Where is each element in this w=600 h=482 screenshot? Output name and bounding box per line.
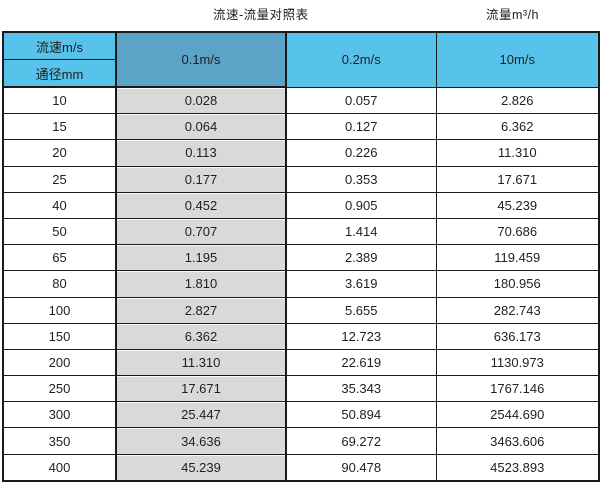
- diameter-cell: 10: [2, 86, 117, 115]
- value-cell: 2.826: [435, 86, 600, 115]
- value-cell: 90.478: [285, 453, 437, 482]
- value-cell: 17.671: [435, 165, 600, 193]
- table-row: 15 0.064 0.127 6.362: [2, 113, 600, 141]
- diameter-cell: 150: [2, 322, 117, 350]
- value-cell: 1130.973: [435, 348, 600, 377]
- table-title: 流速-流量对照表: [213, 8, 309, 22]
- diameter-cell: 40: [2, 191, 117, 219]
- table-body: 10 0.028 0.057 2.826 15 0.064 0.127 6.362 20 0.11…: [2, 86, 600, 482]
- table-row: 40 0.452 0.905 45.239: [2, 191, 600, 219]
- value-cell: 2.389: [285, 244, 437, 272]
- value-cell: 12.723: [285, 322, 437, 350]
- value-cell: 1.195: [115, 244, 287, 272]
- table-row: 200 11.310 22.619 1130.973: [2, 348, 600, 377]
- value-cell: 180.956: [435, 270, 600, 298]
- diameter-cell: 50: [2, 217, 117, 246]
- diameter-cell: 65: [2, 244, 117, 272]
- value-cell: 282.743: [435, 296, 600, 324]
- value-cell: 0.905: [285, 191, 437, 219]
- diameter-cell: 15: [2, 113, 117, 141]
- value-cell: 636.173: [435, 322, 600, 350]
- value-cell: 50.894: [285, 401, 437, 429]
- diameter-cell: 200: [2, 348, 117, 377]
- diameter-cell: 350: [2, 427, 117, 455]
- value-cell: 1767.146: [435, 375, 600, 403]
- value-cell: 0.028: [115, 86, 287, 115]
- value-cell: 119.459: [435, 244, 600, 272]
- value-cell: 17.671: [115, 375, 287, 403]
- value-cell: 45.239: [435, 191, 600, 219]
- diameter-cell: 400: [2, 453, 117, 482]
- flow-table: 流速m/s 0.1m/s 0.2m/s 10m/s 通径mm 10 0.028 0.…: [2, 31, 600, 482]
- value-cell: 4523.893: [435, 453, 600, 482]
- table-row: 350 34.636 69.272 3463.606: [2, 427, 600, 455]
- value-cell: 11.310: [435, 139, 600, 167]
- value-cell: 22.619: [285, 348, 437, 377]
- value-cell: 25.447: [115, 401, 287, 429]
- value-cell: 3.619: [285, 270, 437, 298]
- value-cell: 70.686: [435, 217, 600, 246]
- value-cell: 5.655: [285, 296, 437, 324]
- diameter-cell: 25: [2, 165, 117, 193]
- value-cell: 0.127: [285, 113, 437, 141]
- value-cell: 0.113: [115, 139, 287, 167]
- table-row: 25 0.177 0.353 17.671: [2, 165, 600, 193]
- table-row: 65 1.195 2.389 119.459: [2, 244, 600, 272]
- table-row: 20 0.113 0.226 11.310: [2, 139, 600, 167]
- value-cell: 0.226: [285, 139, 437, 167]
- diameter-cell: 80: [2, 270, 117, 298]
- column-header-0-1ms: 0.1m/s: [115, 31, 287, 88]
- table-row: 80 1.810 3.619 180.956: [2, 270, 600, 298]
- page: { "page": { "title_left": "流速-流量对照表", "t…: [2, 8, 600, 482]
- value-cell: 45.239: [115, 453, 287, 482]
- value-cell: 0.452: [115, 191, 287, 219]
- table-row: 50 0.707 1.414 70.686: [2, 217, 600, 246]
- value-cell: 6.362: [115, 322, 287, 350]
- column-header-0-2ms: 0.2m/s: [285, 31, 437, 88]
- value-cell: 34.636: [115, 427, 287, 455]
- value-cell: 3463.606: [435, 427, 600, 455]
- value-cell: 1.414: [285, 217, 437, 246]
- table-row: 10 0.028 0.057 2.826: [2, 86, 600, 115]
- diameter-cell: 20: [2, 139, 117, 167]
- value-cell: 6.362: [435, 113, 600, 141]
- velocity-corner-header: 流速m/s: [2, 31, 117, 60]
- table-header: 流速m/s 0.1m/s 0.2m/s 10m/s 通径mm: [2, 31, 600, 88]
- value-cell: 0.064: [115, 113, 287, 141]
- table-row: 250 17.671 35.343 1767.146: [2, 375, 600, 403]
- value-cell: 35.343: [285, 375, 437, 403]
- value-cell: 0.057: [285, 86, 437, 115]
- column-header-10ms: 10m/s: [435, 31, 600, 88]
- table-row: 300 25.447 50.894 2544.690: [2, 401, 600, 429]
- table-row: 400 45.239 90.478 4523.893: [2, 453, 600, 482]
- value-cell: 0.707: [115, 217, 287, 246]
- diameter-cell: 300: [2, 401, 117, 429]
- table-row: 150 6.362 12.723 636.173: [2, 322, 600, 350]
- value-cell: 2.827: [115, 296, 287, 324]
- diameter-cell: 100: [2, 296, 117, 324]
- value-cell: 11.310: [115, 348, 287, 377]
- table-row: 100 2.827 5.655 282.743: [2, 296, 600, 324]
- value-cell: 1.810: [115, 270, 287, 298]
- diameter-cell: 250: [2, 375, 117, 403]
- value-cell: 0.353: [285, 165, 437, 193]
- value-cell: 2544.690: [435, 401, 600, 429]
- value-cell: 0.177: [115, 165, 287, 193]
- value-cell: 69.272: [285, 427, 437, 455]
- flow-unit-title: 流量m³/h: [486, 8, 540, 22]
- diameter-corner-header: 通径mm: [2, 59, 117, 88]
